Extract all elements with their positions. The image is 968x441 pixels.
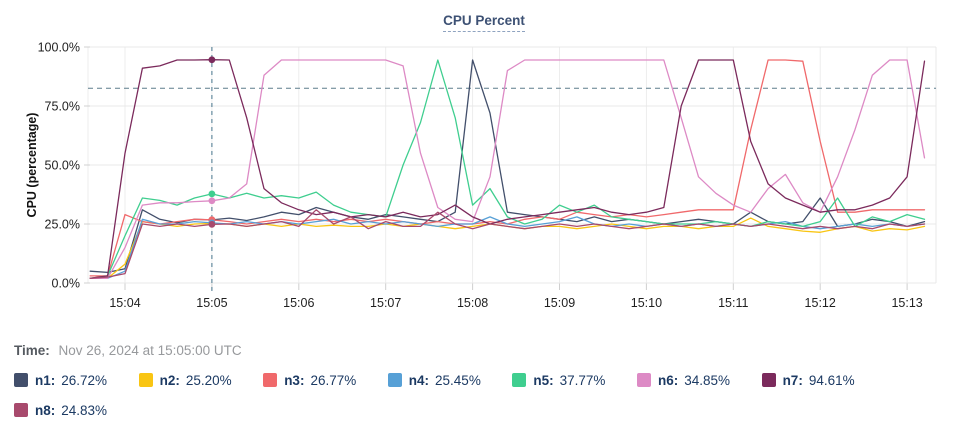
crosshair-marker-n5	[208, 190, 216, 198]
legend-item-n5[interactable]: n5: 37.77%	[512, 370, 637, 390]
legend-series-name: n4:	[408, 372, 430, 388]
time-row: Time: Nov 26, 2024 at 15:05:00 UTC	[14, 343, 242, 358]
y-axis-title: CPU (percentage)	[25, 113, 39, 218]
y-tick-label: 25.0%	[45, 218, 80, 232]
legend-series-name: n5:	[533, 372, 554, 388]
y-tick-label: 100.0%	[38, 41, 80, 55]
series-line-n7	[89, 59, 926, 279]
x-tick-label: 15:10	[631, 296, 662, 310]
legend-swatch	[263, 373, 278, 387]
x-tick-label: 15:09	[544, 296, 575, 310]
x-tick-label: 15:11	[718, 296, 748, 310]
legend-series-value: 25.45%	[435, 372, 481, 388]
legend-item-n4[interactable]: n4: 25.45%	[387, 370, 513, 390]
legend-item-n3[interactable]: n3: 26.77%	[263, 370, 388, 390]
time-value: Nov 26, 2024 at 15:05:00 UTC	[58, 343, 242, 358]
x-tick-label: 15:05	[196, 296, 227, 310]
x-tick-label: 15:13	[891, 296, 922, 310]
legend-series-name: n7:	[782, 372, 803, 388]
x-tick-label: 15:08	[457, 296, 488, 310]
crosshair-marker-n7	[208, 56, 216, 64]
legend-swatch	[387, 373, 402, 387]
legend-series-value: 24.83%	[61, 402, 108, 418]
legend-series-value: 94.61%	[808, 372, 855, 388]
x-tick-label: 15:06	[283, 296, 314, 310]
legend-series-value: 34.85%	[684, 372, 731, 388]
legend-swatch	[138, 373, 153, 387]
legend-series-value: 37.77%	[559, 372, 606, 388]
panel-title-row: CPU Percent	[0, 12, 968, 32]
x-tick-label: 15:04	[109, 296, 140, 310]
series-line-n3	[89, 59, 926, 277]
x-tick-label: 15:07	[370, 296, 401, 310]
legend-item-n8[interactable]: n8: 24.83%	[14, 400, 139, 420]
y-tick-label: 0.0%	[52, 277, 81, 291]
legend-series-value: 26.72%	[61, 372, 108, 388]
legend-series-name: n3:	[284, 372, 305, 388]
crosshair-marker-n8	[208, 221, 216, 228]
legend-swatch	[14, 403, 28, 417]
y-tick-label: 50.0%	[45, 159, 80, 173]
legend-series-value: 25.20%	[185, 372, 232, 388]
x-tick-label: 15:12	[805, 296, 836, 310]
chart-legend: n1: 26.72% n2: 25.20% n3: 26.77% n4: 25.45% n5: 3…	[14, 370, 959, 420]
legend-item-n2[interactable]: n2: 25.20%	[138, 370, 264, 390]
series-line-n6	[89, 59, 926, 279]
panel-title[interactable]: CPU Percent	[443, 13, 525, 32]
cpu-chart[interactable]: 15:04 15:05 15:06 15:07 15:08 15:09 15:10 15:11…	[0, 0, 968, 320]
y-tick-label: 75.0%	[45, 100, 80, 114]
crosshair-marker-n6	[208, 197, 216, 205]
series-line-n2	[89, 217, 926, 279]
legend-series-name: n8:	[35, 402, 56, 418]
series-line-n8	[89, 209, 926, 279]
series-line-n5	[89, 59, 926, 279]
legend-item-n7[interactable]: n7: 94.61%	[761, 370, 887, 390]
legend-swatch	[512, 373, 527, 387]
legend-swatch	[761, 373, 776, 387]
legend-series-name: n6:	[657, 372, 679, 388]
series-line-n1	[89, 59, 926, 274]
legend-series-name: n1:	[35, 372, 56, 388]
legend-series-value: 26.77%	[310, 372, 357, 388]
legend-swatch	[636, 373, 651, 387]
legend-swatch	[14, 373, 28, 387]
legend-item-n6[interactable]: n6: 34.85%	[636, 370, 762, 390]
legend-series-name: n2:	[159, 372, 180, 388]
time-label: Time:	[14, 343, 50, 358]
legend-item-n1[interactable]: n1: 26.72%	[14, 370, 139, 390]
